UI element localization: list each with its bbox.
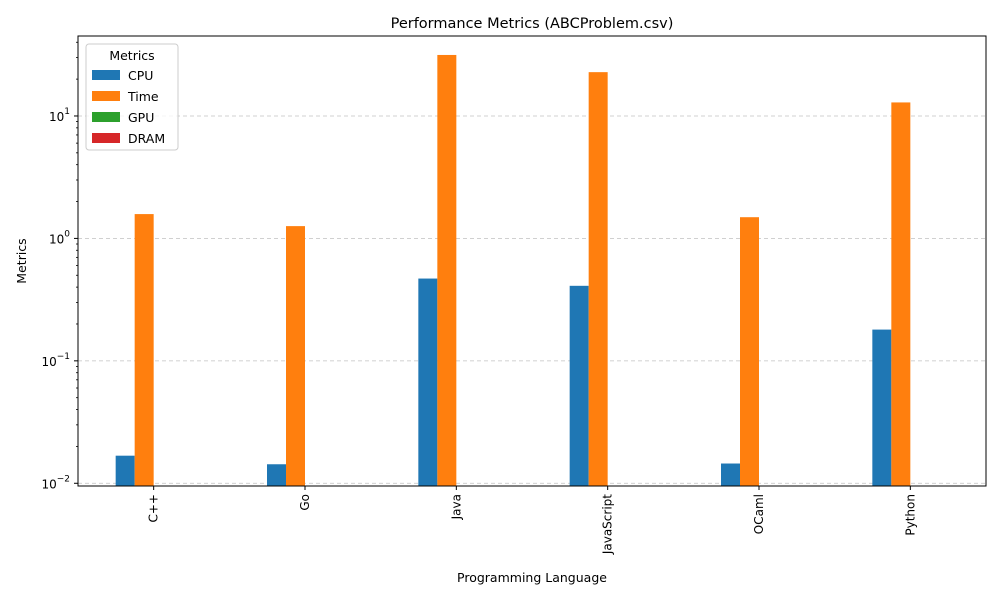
chart-title: Performance Metrics (ABCProblem.csv)	[391, 16, 674, 32]
plot-frame	[77, 35, 987, 487]
legend-swatch-time	[92, 91, 120, 101]
bar-time-1	[286, 226, 305, 486]
bar-cpu-1	[267, 464, 286, 486]
legend-label-cpu: CPU	[128, 68, 153, 83]
bar-time-5	[891, 102, 911, 487]
legend-swatch-dram	[92, 133, 120, 143]
y-tick-label: 100	[49, 229, 70, 246]
axes-layer: 10−2 10−1 100 101 C++ Go Java JavaScript OCaml Py…	[41, 35, 987, 555]
x-tick-label: C++	[147, 494, 161, 523]
legend-swatch-cpu	[92, 70, 120, 80]
x-tick-label: OCaml	[752, 494, 766, 534]
grid-layer	[78, 115, 986, 484]
legend-label-gpu: GPU	[128, 110, 154, 125]
bar-time-3	[588, 72, 608, 486]
y-axis-label: Metrics	[14, 238, 29, 283]
bar-cpu-0	[115, 455, 135, 486]
y-tick-label: 101	[49, 107, 70, 124]
x-tick-label: Go	[298, 494, 312, 511]
bar-cpu-5	[872, 329, 892, 486]
bars-layer	[115, 54, 911, 487]
legend: Metrics CPU Time GPU DRAM	[85, 43, 179, 151]
bar-time-4	[740, 217, 759, 486]
x-tick-label: JavaScript	[601, 494, 615, 555]
bar-cpu-2	[418, 278, 438, 486]
legend-label-dram: DRAM	[128, 131, 165, 146]
bar-cpu-3	[569, 285, 589, 486]
x-tick-label: Python	[903, 494, 917, 536]
bar-cpu-4	[721, 463, 740, 486]
bar-time-2	[437, 54, 457, 487]
x-tick-label: Java	[449, 494, 463, 520]
legend-swatch-gpu	[92, 112, 120, 122]
y-tick-label: 10−2	[41, 474, 70, 491]
legend-label-time: Time	[127, 89, 159, 104]
x-axis-label: Programming Language	[457, 570, 607, 585]
bar-time-0	[134, 214, 154, 486]
y-tick-label: 10−1	[41, 352, 70, 369]
legend-title: Metrics	[109, 48, 154, 63]
